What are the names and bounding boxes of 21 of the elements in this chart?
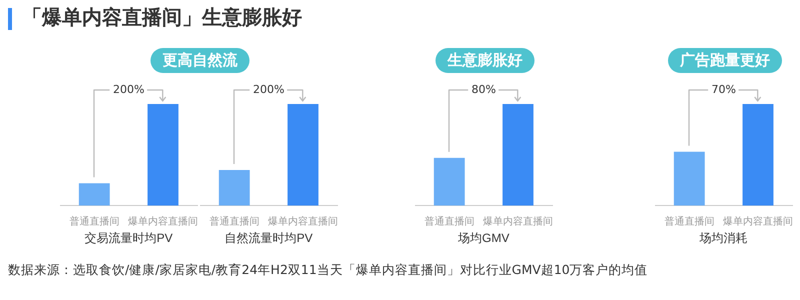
x-tick-label: 普通直播间 — [424, 215, 474, 228]
x-tick-label: 爆单内容直播间 — [268, 215, 338, 228]
chart-subtitle: 广告跑量更好 — [668, 48, 782, 73]
x-axis-title: 场均消耗 — [698, 231, 748, 246]
chart-title: 「爆单内容直播间」生意膨胀好 — [22, 4, 302, 31]
x-axis-title: 场均GMV — [456, 231, 510, 246]
x-tick-label: 普通直播间 — [209, 215, 260, 228]
chart-subtitle: 生意膨胀好 — [436, 48, 534, 73]
source-note: 数据来源：选取食饮/健康/家居家电/教育24年H2双11当天「爆单内容直播间」对比行业GMV超10万客户的均值 — [8, 262, 648, 279]
x-tick-label: 爆单内容直播间 — [723, 215, 793, 228]
annotation: 70% — [711, 82, 736, 96]
x-tick-label: 普通直播间 — [664, 215, 714, 228]
chart-subtitle: 更高自然流 — [150, 48, 250, 73]
x-tick-label: 爆单内容直播间 — [483, 215, 553, 228]
annotation: 80% — [471, 82, 496, 96]
annotation: 200% — [252, 82, 284, 96]
x-axis-title: 自然流量时均PV — [224, 231, 313, 246]
x-tick-label: 爆单内容直播间 — [128, 215, 198, 228]
annotation: 200% — [112, 82, 144, 96]
x-tick-label: 普通直播间 — [69, 215, 120, 228]
x-axis-title: 交易流量时均PV — [84, 231, 173, 246]
